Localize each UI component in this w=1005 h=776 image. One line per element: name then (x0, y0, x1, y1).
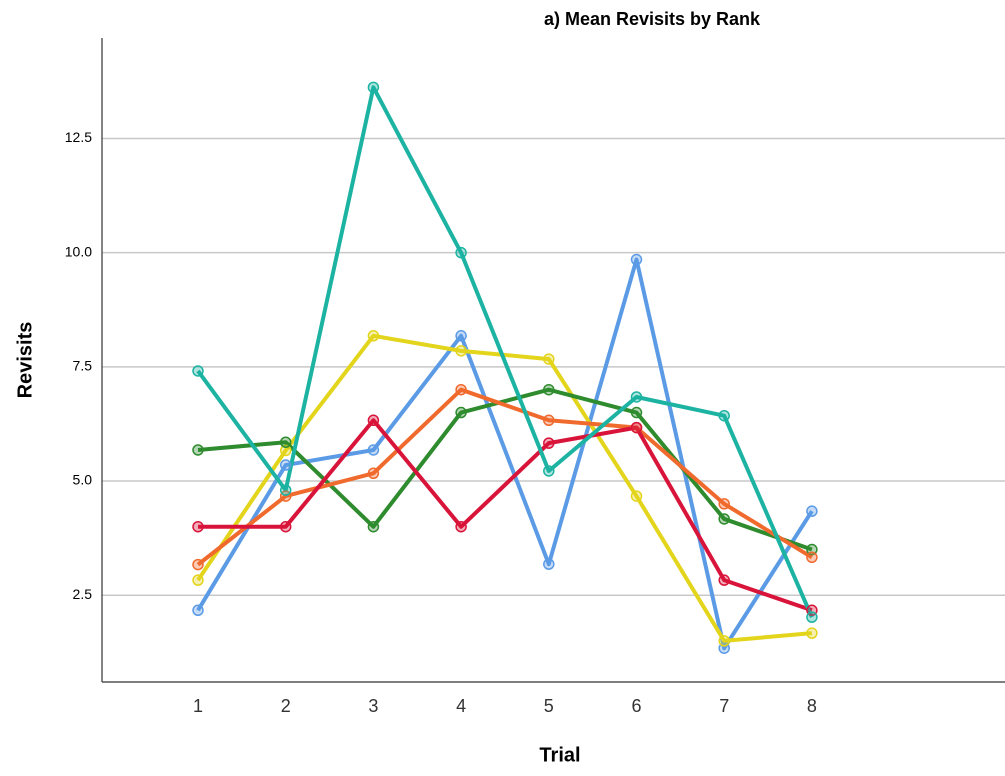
x-tick-label: 2 (281, 696, 291, 716)
data-point (192, 520, 204, 533)
x-tick-label: 6 (631, 696, 641, 716)
y-tick-label: 12.5 (65, 129, 92, 145)
data-point (455, 246, 467, 259)
data-point (630, 421, 643, 434)
data-point (806, 611, 818, 623)
x-axis-label: Trial (539, 744, 580, 766)
x-tick-label: 8 (807, 696, 817, 716)
series-line (198, 418, 813, 613)
data-point (630, 406, 643, 419)
data-point (367, 414, 380, 427)
y-tick-label: 2.5 (73, 586, 93, 602)
series-line (196, 387, 813, 567)
data-point (367, 330, 380, 342)
data-point (718, 635, 730, 647)
data-point (630, 490, 643, 502)
x-tick-label: 7 (719, 696, 729, 716)
data-point (279, 444, 292, 457)
data-point (192, 365, 204, 377)
series-line (197, 387, 813, 552)
y-tick-label: 10.0 (65, 243, 92, 259)
data-point (279, 520, 292, 533)
data-point (367, 81, 380, 94)
data-point (543, 414, 555, 427)
data-point (543, 353, 555, 365)
data-point (192, 558, 204, 571)
data-point (455, 330, 467, 342)
series-line (196, 85, 814, 618)
data-point (718, 498, 730, 510)
data-point (279, 484, 292, 496)
data-point (455, 383, 467, 396)
data-point (279, 436, 292, 448)
chart-title: a) Mean Revisits by Rank (544, 9, 761, 29)
data-point (543, 437, 555, 449)
data-point (455, 520, 467, 533)
data-point (806, 505, 818, 517)
data-point (279, 490, 292, 502)
data-point (455, 406, 467, 419)
data-point (543, 383, 555, 396)
x-tick-label: 3 (368, 696, 378, 716)
y-tick-label: 5.0 (73, 472, 93, 488)
data-point (630, 391, 643, 403)
data-point (367, 467, 380, 480)
data-point (367, 520, 380, 533)
data-point (718, 409, 730, 422)
data-point (279, 459, 292, 471)
data-point (455, 345, 467, 357)
x-tick-label: 5 (544, 696, 554, 716)
data-point (806, 627, 818, 639)
data-point (630, 253, 643, 266)
data-point (367, 444, 380, 456)
data-point (543, 558, 555, 570)
data-point (192, 604, 204, 617)
data-point (192, 444, 204, 456)
data-point (718, 574, 730, 586)
data-point (543, 465, 555, 477)
y-tick-label: 7.5 (73, 358, 93, 374)
data-point (806, 551, 818, 564)
data-point (192, 574, 204, 586)
data-point (806, 543, 818, 556)
y-axis-label: Revisits (14, 322, 36, 399)
data-point (718, 513, 730, 525)
x-tick-label: 4 (456, 696, 466, 716)
series-line (196, 257, 814, 651)
x-tick-label: 1 (193, 696, 203, 716)
